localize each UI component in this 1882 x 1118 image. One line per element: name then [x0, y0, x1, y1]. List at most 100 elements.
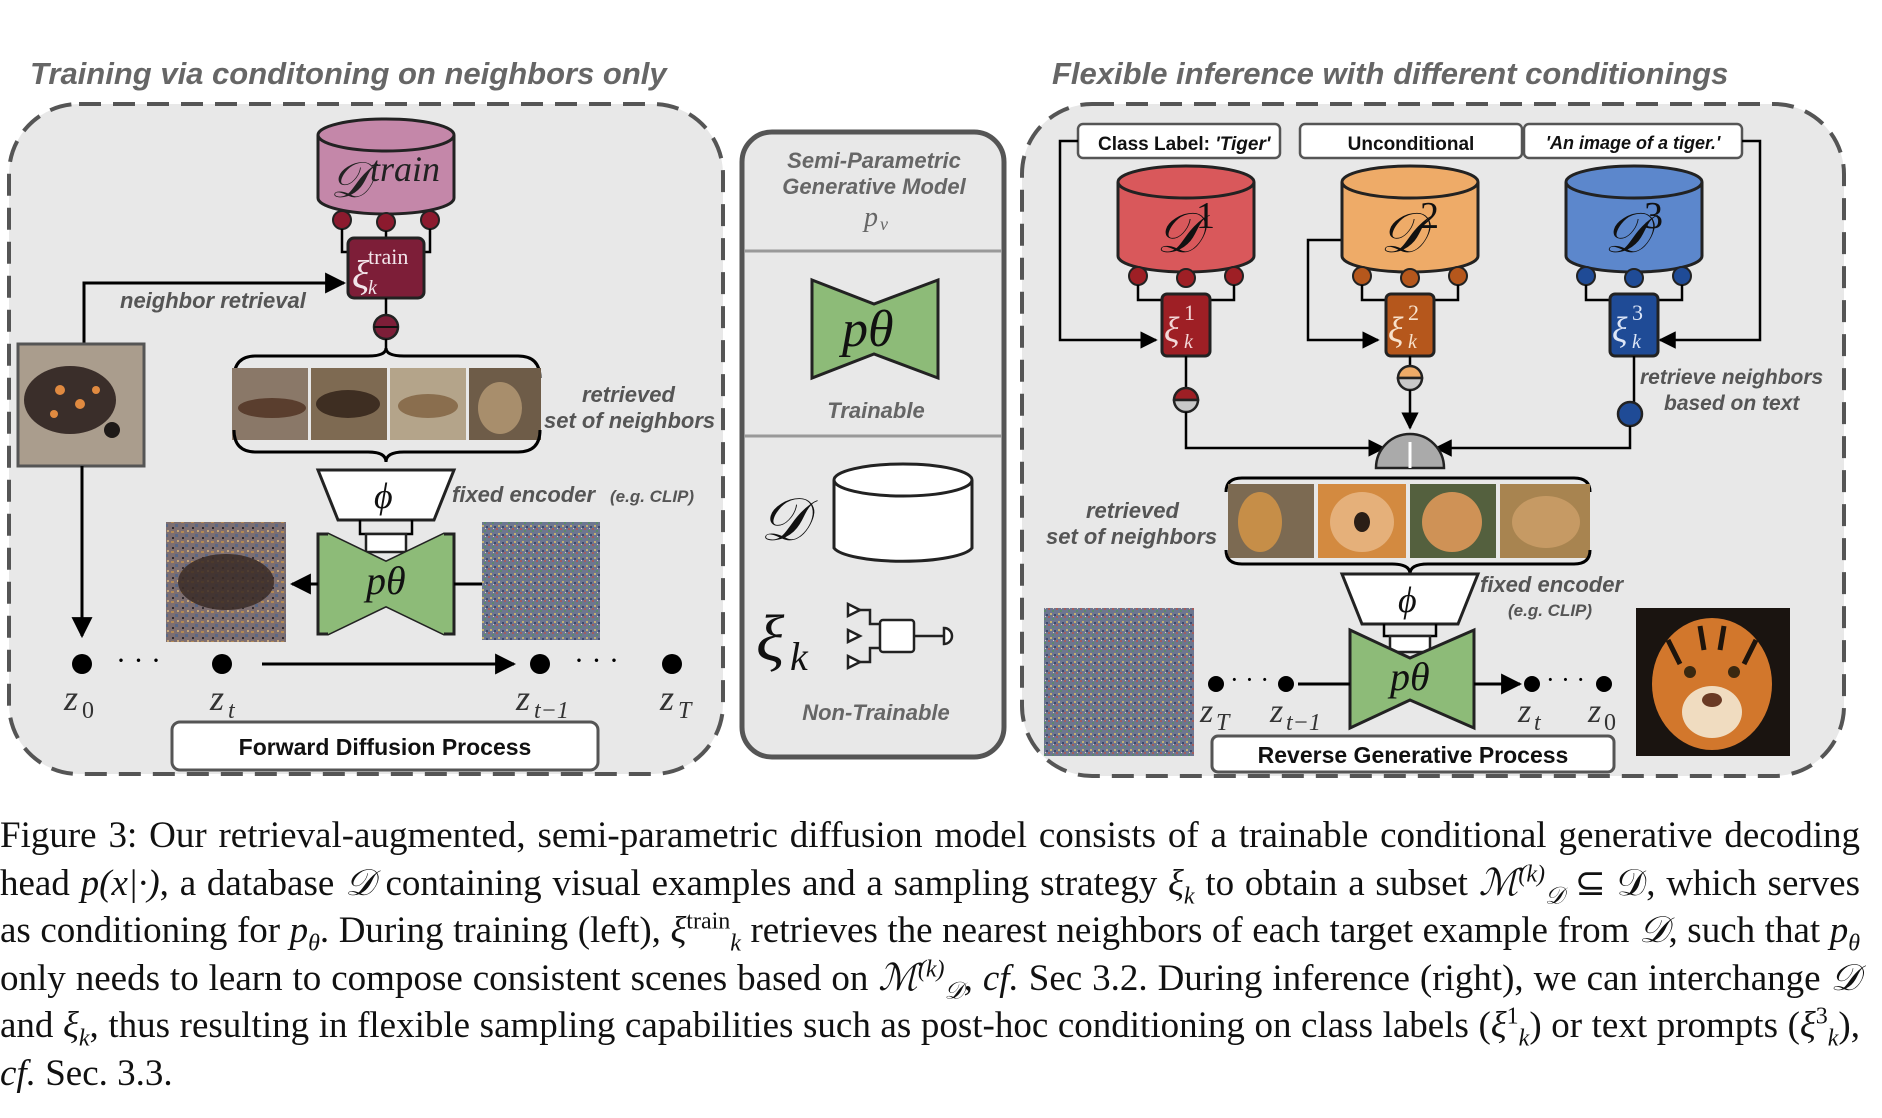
retrieve-text-label-2: based on text: [1664, 392, 1800, 415]
noise-input-image: [1044, 608, 1194, 756]
neighbors-top-brace: [232, 347, 542, 379]
caption-math: 𝒟: [1544, 882, 1565, 909]
caption-math: (k): [1518, 861, 1545, 888]
train-sampler: ξ k train: [346, 236, 426, 352]
right-dots-1: · · ·: [1230, 665, 1269, 694]
right-panel-title: Flexible inference with different condit…: [1052, 56, 1728, 91]
caption-math: ℳ: [878, 957, 918, 999]
caption-text: cf.: [0, 1052, 36, 1094]
caption-text: retrieves the nearest neighbors of each …: [740, 910, 1639, 951]
right-retrieved-label-2: set of neighbors: [1046, 524, 1217, 549]
caption-text: to obtain a subset: [1194, 862, 1479, 904]
rnode-z0-sub: 0: [1604, 710, 1616, 736]
caption-math: θ: [308, 930, 320, 957]
caption-text: ,: [963, 957, 983, 999]
sampler1-symbol: ξ: [1164, 310, 1180, 350]
caption-text: ),: [1838, 1005, 1860, 1046]
caption-math: ξ: [1168, 862, 1184, 904]
right-encoder: ϕ: [1339, 572, 1481, 654]
right-dots-2: · · ·: [1546, 665, 1585, 694]
caption-math: k: [1827, 1025, 1839, 1052]
left-model: pθ: [316, 532, 456, 636]
left-model-symbol: pθ: [363, 558, 406, 603]
sampler3-sub: k: [1632, 331, 1642, 353]
figure-caption: Figure 3: Our retrieval-augmented, semi-…: [0, 812, 1860, 1097]
caption-text: , thus resulting in flexible sampling ca…: [89, 1005, 1491, 1046]
caption-text: , a database: [159, 862, 346, 904]
nontrainable-label: Non-Trainable: [802, 700, 950, 725]
cond-uncond-label: Unconditional: [1348, 134, 1475, 155]
caption-math: ξ: [670, 910, 687, 951]
tiger-neighbor-images: [1228, 484, 1590, 558]
left-encoder-symbol: ϕ: [374, 476, 393, 516]
node-z0-sub: 0: [82, 698, 94, 724]
noisy-input-image: [482, 522, 600, 640]
middle-title-symbol-sub: v: [880, 214, 888, 234]
train-sampler-sub: k: [368, 277, 378, 299]
sampler3-sup: 3: [1632, 300, 1643, 325]
neighbors-bottom-brace: [232, 429, 542, 463]
right-retrieved-label-1: retrieved: [1086, 498, 1180, 523]
left-dots-1: · · ·: [116, 644, 161, 677]
sampler2-symbol: ξ: [1388, 310, 1404, 350]
caption-math: (k): [917, 956, 945, 983]
database-2: 𝒟 2 ξ 2 k: [1340, 164, 1480, 430]
middle-model-icon: [810, 277, 940, 381]
right-model: [1348, 627, 1476, 731]
caption-lead: Figure 3: Our retrieval-augmented, semi-…: [0, 815, 1860, 904]
left-panel: Training via conditoning on neighbors on…: [7, 56, 725, 776]
database-1: 𝒟 1 ξ 1 k: [1116, 164, 1386, 457]
target-image: [16, 342, 146, 468]
left-dots-2: · · ·: [574, 644, 619, 677]
caption-math: k: [730, 930, 741, 957]
train-sampler-sup: train: [368, 244, 408, 269]
method-figure: Training via conditoning on neighbors on…: [7, 56, 1846, 778]
rnode-zt-sub: t: [1534, 710, 1542, 736]
node-zt1-sub: t−1: [534, 698, 569, 724]
right-encoder-example: (e.g. CLIP): [1508, 601, 1592, 620]
caption-math: p: [1829, 910, 1849, 951]
caption-math: k: [78, 1025, 90, 1052]
text-cond-arrow: [1658, 139, 1762, 349]
reverse-process-box: [1210, 734, 1616, 774]
caption-text: and: [0, 1005, 64, 1046]
middle-database-icon: [832, 462, 974, 563]
rnode-zt1: z: [1269, 693, 1283, 730]
sampler2-sub: k: [1408, 331, 1418, 353]
caption-math: θ: [1848, 930, 1860, 957]
uncond-arrow: [1306, 238, 1380, 349]
rnode-z0: z: [1587, 693, 1601, 730]
middle-title-2: Generative Model: [782, 174, 966, 199]
left-panel-title: Training via conditoning on neighbors on…: [30, 56, 668, 91]
rnode-zT-sub: T: [1216, 710, 1231, 736]
left-encoder-label: fixed encoder: [452, 482, 596, 507]
db2-sup: 2: [1420, 195, 1439, 237]
caption-math: 𝒟: [345, 862, 375, 904]
caption-text: Sec. 3.3.: [35, 1052, 173, 1094]
right-encoder-label: fixed encoder: [1480, 572, 1624, 597]
node-zt-sub: t: [228, 698, 236, 724]
middle-model-symbol: pθ: [838, 301, 894, 358]
caption-text: ) or text prompts (: [1529, 1005, 1800, 1046]
db3-sup: 3: [1644, 195, 1663, 237]
left-encoder: ϕ: [315, 468, 457, 554]
middle-sampler-sub: k: [790, 634, 809, 679]
caption-math: train: [686, 908, 731, 935]
left-retrieved-label-1: retrieved: [582, 382, 676, 407]
neighbor-images: [232, 368, 541, 440]
left-retrieved-label-2: set of neighbors: [544, 408, 715, 433]
left-encoder-example: (e.g. CLIP): [610, 487, 694, 506]
sampler1-sup: 1: [1184, 300, 1195, 325]
right-panel: Flexible inference with different condit…: [1020, 56, 1846, 778]
rnode-zt1-sub: t−1: [1286, 710, 1321, 736]
middle-sampler-symbol: ξ: [756, 602, 785, 675]
sampler-circuit-icon: [846, 601, 954, 671]
reverse-chain: · · · · · · z T z t−1 z t z 0: [1199, 665, 1616, 736]
middle-title-symbol: p: [862, 202, 878, 233]
node-zT: z: [659, 678, 674, 718]
forward-process-box: [170, 720, 600, 772]
train-db-sup: train: [370, 149, 440, 189]
caption-text: Sec 3.2. During inference (right), we ca…: [1018, 957, 1831, 999]
forward-process-label: Forward Diffusion Process: [239, 734, 532, 760]
node-z0: z: [63, 678, 78, 718]
